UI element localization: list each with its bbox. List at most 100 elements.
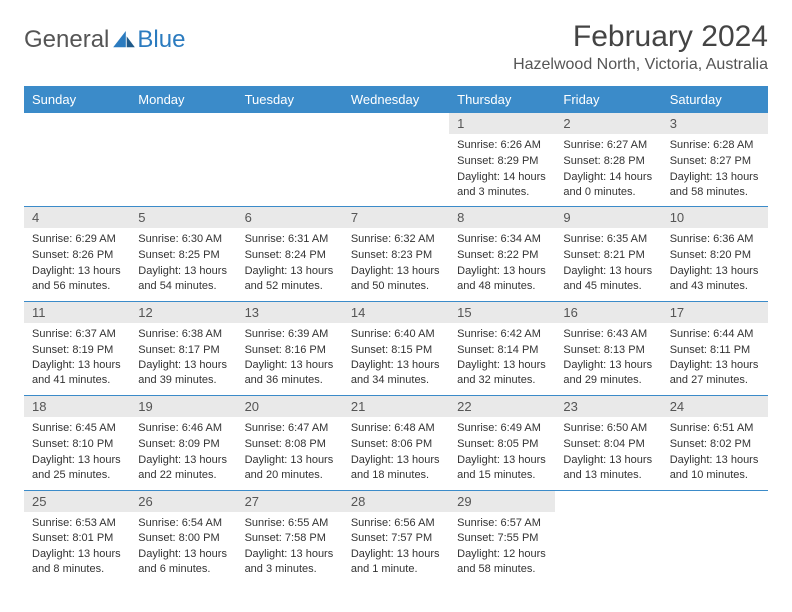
sunrise-line: Sunrise: 6:38 AM [138, 327, 228, 342]
sunrise-line: Sunrise: 6:27 AM [563, 138, 653, 153]
calendar-cell: 25Sunrise: 6:53 AMSunset: 8:01 PMDayligh… [24, 490, 130, 584]
day-detail: Sunrise: 6:44 AMSunset: 8:11 PMDaylight:… [662, 323, 768, 395]
sunset-line: Sunset: 8:04 PM [563, 437, 653, 452]
day-number: 17 [662, 302, 768, 323]
daylight-line: Daylight: 13 hours and 32 minutes. [457, 358, 547, 388]
daylight-line: Daylight: 13 hours and 27 minutes. [670, 358, 760, 388]
sunset-line: Sunset: 8:17 PM [138, 343, 228, 358]
calendar-row: 4Sunrise: 6:29 AMSunset: 8:26 PMDaylight… [24, 207, 768, 301]
calendar-body: 1Sunrise: 6:26 AMSunset: 8:29 PMDaylight… [24, 113, 768, 584]
day-detail: Sunrise: 6:37 AMSunset: 8:19 PMDaylight:… [24, 323, 130, 395]
daylight-line: Daylight: 13 hours and 6 minutes. [138, 547, 228, 577]
day-number: 2 [555, 113, 661, 134]
day-detail: Sunrise: 6:26 AMSunset: 8:29 PMDaylight:… [449, 134, 555, 206]
logo: General Blue [24, 26, 185, 54]
calendar-cell: 4Sunrise: 6:29 AMSunset: 8:26 PMDaylight… [24, 207, 130, 301]
day-number: 16 [555, 302, 661, 323]
page-title: February 2024 [513, 20, 768, 54]
calendar-cell: 10Sunrise: 6:36 AMSunset: 8:20 PMDayligh… [662, 207, 768, 301]
sunset-line: Sunset: 8:13 PM [563, 343, 653, 358]
daylight-line: Daylight: 13 hours and 18 minutes. [351, 453, 441, 483]
calendar-cell [555, 490, 661, 584]
daylight-line: Daylight: 14 hours and 3 minutes. [457, 170, 547, 200]
weekday-header: Sunday [24, 86, 130, 113]
day-detail: Sunrise: 6:43 AMSunset: 8:13 PMDaylight:… [555, 323, 661, 395]
calendar-cell: 28Sunrise: 6:56 AMSunset: 7:57 PMDayligh… [343, 490, 449, 584]
day-number: 19 [130, 396, 236, 417]
calendar-cell [24, 113, 130, 207]
day-number: 25 [24, 491, 130, 512]
day-detail: Sunrise: 6:35 AMSunset: 8:21 PMDaylight:… [555, 228, 661, 300]
day-number: 15 [449, 302, 555, 323]
daylight-line: Daylight: 13 hours and 25 minutes. [32, 453, 122, 483]
sunrise-line: Sunrise: 6:48 AM [351, 421, 441, 436]
day-number: 22 [449, 396, 555, 417]
calendar-cell: 24Sunrise: 6:51 AMSunset: 8:02 PMDayligh… [662, 396, 768, 490]
sunrise-line: Sunrise: 6:50 AM [563, 421, 653, 436]
day-number: 6 [237, 207, 343, 228]
day-number: 24 [662, 396, 768, 417]
daylight-line: Daylight: 13 hours and 50 minutes. [351, 264, 441, 294]
daylight-line: Daylight: 13 hours and 56 minutes. [32, 264, 122, 294]
sunrise-line: Sunrise: 6:26 AM [457, 138, 547, 153]
sunset-line: Sunset: 8:29 PM [457, 154, 547, 169]
day-number: 10 [662, 207, 768, 228]
calendar-cell: 29Sunrise: 6:57 AMSunset: 7:55 PMDayligh… [449, 490, 555, 584]
sunrise-line: Sunrise: 6:29 AM [32, 232, 122, 247]
weekday-header: Saturday [662, 86, 768, 113]
weekday-header: Thursday [449, 86, 555, 113]
sunrise-line: Sunrise: 6:55 AM [245, 516, 335, 531]
sunrise-line: Sunrise: 6:45 AM [32, 421, 122, 436]
sunrise-line: Sunrise: 6:39 AM [245, 327, 335, 342]
day-number: 21 [343, 396, 449, 417]
day-detail: Sunrise: 6:34 AMSunset: 8:22 PMDaylight:… [449, 228, 555, 300]
calendar-cell: 23Sunrise: 6:50 AMSunset: 8:04 PMDayligh… [555, 396, 661, 490]
sunrise-line: Sunrise: 6:31 AM [245, 232, 335, 247]
calendar-cell [237, 113, 343, 207]
daylight-line: Daylight: 13 hours and 1 minute. [351, 547, 441, 577]
sunrise-line: Sunrise: 6:54 AM [138, 516, 228, 531]
sunset-line: Sunset: 8:14 PM [457, 343, 547, 358]
calendar-cell: 2Sunrise: 6:27 AMSunset: 8:28 PMDaylight… [555, 113, 661, 207]
sunset-line: Sunset: 8:23 PM [351, 248, 441, 263]
sunset-line: Sunset: 8:20 PM [670, 248, 760, 263]
day-detail: Sunrise: 6:48 AMSunset: 8:06 PMDaylight:… [343, 417, 449, 489]
day-number: 1 [449, 113, 555, 134]
daylight-line: Daylight: 13 hours and 54 minutes. [138, 264, 228, 294]
logo-text-2: Blue [137, 26, 185, 54]
calendar-cell: 11Sunrise: 6:37 AMSunset: 8:19 PMDayligh… [24, 301, 130, 395]
sunset-line: Sunset: 7:58 PM [245, 531, 335, 546]
daylight-line: Daylight: 13 hours and 39 minutes. [138, 358, 228, 388]
daylight-line: Daylight: 13 hours and 22 minutes. [138, 453, 228, 483]
day-detail: Sunrise: 6:53 AMSunset: 8:01 PMDaylight:… [24, 512, 130, 584]
day-detail: Sunrise: 6:39 AMSunset: 8:16 PMDaylight:… [237, 323, 343, 395]
day-detail: Sunrise: 6:54 AMSunset: 8:00 PMDaylight:… [130, 512, 236, 584]
sunset-line: Sunset: 8:05 PM [457, 437, 547, 452]
sunset-line: Sunset: 8:22 PM [457, 248, 547, 263]
sunset-line: Sunset: 8:11 PM [670, 343, 760, 358]
calendar-cell: 9Sunrise: 6:35 AMSunset: 8:21 PMDaylight… [555, 207, 661, 301]
daylight-line: Daylight: 13 hours and 52 minutes. [245, 264, 335, 294]
day-number: 12 [130, 302, 236, 323]
sunrise-line: Sunrise: 6:42 AM [457, 327, 547, 342]
calendar-cell: 21Sunrise: 6:48 AMSunset: 8:06 PMDayligh… [343, 396, 449, 490]
day-number: 27 [237, 491, 343, 512]
day-detail: Sunrise: 6:56 AMSunset: 7:57 PMDaylight:… [343, 512, 449, 584]
calendar-cell [130, 113, 236, 207]
day-number: 7 [343, 207, 449, 228]
calendar-cell: 20Sunrise: 6:47 AMSunset: 8:08 PMDayligh… [237, 396, 343, 490]
header: General Blue February 2024 Hazelwood Nor… [24, 20, 768, 74]
weekday-header: Friday [555, 86, 661, 113]
day-number: 4 [24, 207, 130, 228]
calendar-cell: 6Sunrise: 6:31 AMSunset: 8:24 PMDaylight… [237, 207, 343, 301]
sunrise-line: Sunrise: 6:47 AM [245, 421, 335, 436]
sunset-line: Sunset: 8:09 PM [138, 437, 228, 452]
day-number: 29 [449, 491, 555, 512]
sunrise-line: Sunrise: 6:30 AM [138, 232, 228, 247]
calendar-row: 18Sunrise: 6:45 AMSunset: 8:10 PMDayligh… [24, 396, 768, 490]
day-number: 8 [449, 207, 555, 228]
sunset-line: Sunset: 8:27 PM [670, 154, 760, 169]
day-number: 14 [343, 302, 449, 323]
day-detail: Sunrise: 6:57 AMSunset: 7:55 PMDaylight:… [449, 512, 555, 584]
location: Hazelwood North, Victoria, Australia [513, 56, 768, 74]
